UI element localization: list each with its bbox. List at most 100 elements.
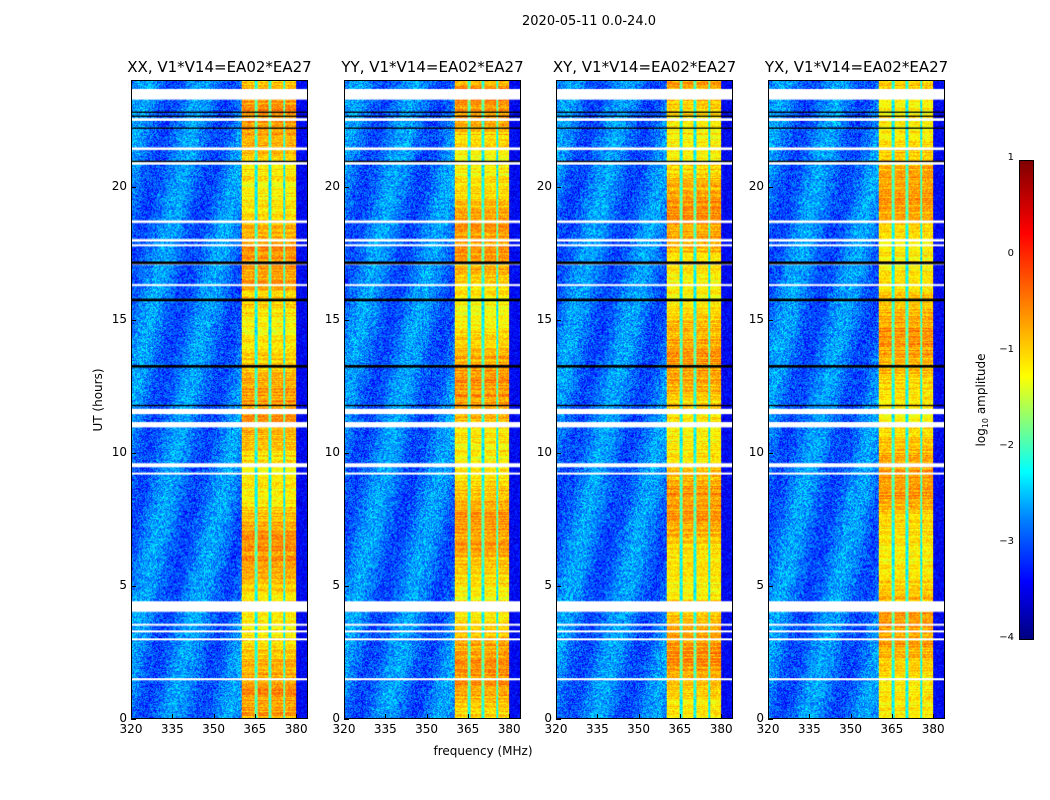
colorbar-label: log10 amplitude bbox=[974, 354, 990, 447]
spectrogram-heatmap bbox=[557, 81, 732, 718]
x-tick bbox=[768, 714, 769, 719]
y-tick bbox=[131, 585, 136, 587]
x-tick-label: 365 bbox=[880, 722, 904, 736]
y-tick bbox=[768, 719, 773, 720]
x-tick bbox=[556, 714, 557, 719]
x-tick bbox=[509, 714, 511, 719]
colorbar-label-sub: 10 bbox=[981, 417, 991, 429]
spectrogram-heatmap bbox=[769, 81, 944, 718]
y-tick-label: 15 bbox=[748, 311, 764, 326]
y-tick-label: 10 bbox=[324, 444, 340, 459]
x-tick bbox=[850, 714, 852, 719]
spectrogram-heatmap bbox=[345, 81, 520, 718]
y-tick bbox=[556, 585, 561, 587]
y-tick bbox=[344, 319, 349, 321]
y-tick bbox=[768, 319, 773, 321]
x-tick-label: 320 bbox=[332, 722, 356, 736]
colorbar-tick-label: −4 bbox=[999, 632, 1014, 643]
y-tick bbox=[344, 585, 349, 587]
colorbar-tick-label: 1 bbox=[1007, 152, 1014, 163]
y-tick bbox=[556, 452, 561, 454]
x-tick-label: 380 bbox=[284, 722, 308, 736]
colorbar-tick-label: 0 bbox=[1007, 248, 1014, 259]
x-tick-label: 365 bbox=[243, 722, 267, 736]
x-tick bbox=[721, 714, 723, 719]
y-tick-label: 15 bbox=[111, 311, 127, 326]
panel-title: XY, V1*V14=EA02*EA27 bbox=[552, 58, 737, 76]
x-tick-label: 335 bbox=[797, 722, 821, 736]
x-tick-label: 365 bbox=[668, 722, 692, 736]
colorbar-tick-label: −3 bbox=[999, 536, 1014, 547]
panel-title: YY, V1*V14=EA02*EA27 bbox=[341, 58, 524, 76]
x-tick bbox=[172, 714, 174, 719]
y-tick bbox=[768, 585, 773, 587]
y-tick-label: 5 bbox=[119, 577, 127, 592]
y-tick bbox=[131, 719, 136, 720]
y-tick bbox=[556, 186, 561, 188]
colorbar-tick-label: −1 bbox=[999, 344, 1014, 355]
x-tick-label: 320 bbox=[119, 722, 143, 736]
y-tick bbox=[131, 452, 136, 454]
y-tick-label: 0 bbox=[119, 711, 127, 725]
spectrogram-heatmap bbox=[132, 81, 307, 718]
y-tick-label: 10 bbox=[536, 444, 552, 459]
x-tick bbox=[296, 714, 298, 719]
panel-title: YX, V1*V14=EA02*EA27 bbox=[764, 58, 949, 76]
y-tick-label: 20 bbox=[536, 178, 552, 193]
y-axis-label: UT (hours) bbox=[91, 368, 105, 432]
x-tick-label: 320 bbox=[544, 722, 568, 736]
y-tick-label: 0 bbox=[544, 711, 552, 725]
y-tick-label: 5 bbox=[544, 577, 552, 592]
y-tick-label: 20 bbox=[324, 178, 340, 193]
x-tick-label: 365 bbox=[456, 722, 480, 736]
x-tick bbox=[891, 714, 893, 719]
y-tick-label: 0 bbox=[756, 711, 764, 725]
x-tick bbox=[597, 714, 599, 719]
x-tick-label: 350 bbox=[415, 722, 439, 736]
x-tick-label: 320 bbox=[756, 722, 780, 736]
x-tick bbox=[809, 714, 811, 719]
x-tick-label: 350 bbox=[839, 722, 863, 736]
x-tick bbox=[426, 714, 428, 719]
y-tick-label: 10 bbox=[748, 444, 764, 459]
y-tick-label: 10 bbox=[111, 444, 127, 459]
y-tick-label: 5 bbox=[332, 577, 340, 592]
x-tick bbox=[254, 714, 256, 719]
x-tick-label: 335 bbox=[585, 722, 609, 736]
spectrogram-panel bbox=[768, 80, 945, 719]
spectrogram-panel bbox=[556, 80, 733, 719]
y-tick bbox=[556, 319, 561, 321]
spectrogram-panel bbox=[131, 80, 308, 719]
x-tick-label: 350 bbox=[627, 722, 651, 736]
x-tick-label: 380 bbox=[709, 722, 733, 736]
y-tick-label: 20 bbox=[111, 178, 127, 193]
x-tick-label: 380 bbox=[921, 722, 945, 736]
panel-title: XX, V1*V14=EA02*EA27 bbox=[127, 58, 312, 76]
y-tick-label: 5 bbox=[756, 577, 764, 592]
colorbar-tick-label: −2 bbox=[999, 440, 1014, 451]
x-tick bbox=[638, 714, 640, 719]
y-tick bbox=[131, 319, 136, 321]
x-tick bbox=[131, 714, 132, 719]
y-tick bbox=[556, 719, 561, 720]
x-tick bbox=[467, 714, 469, 719]
figure-title: 2020-05-11 0.0-24.0 bbox=[522, 14, 656, 29]
x-tick bbox=[344, 714, 345, 719]
x-tick-label: 335 bbox=[160, 722, 184, 736]
y-tick-label: 20 bbox=[748, 178, 764, 193]
y-tick-label: 0 bbox=[332, 711, 340, 725]
x-axis-label: frequency (MHz) bbox=[433, 744, 533, 758]
x-tick-label: 350 bbox=[202, 722, 226, 736]
x-tick-label: 335 bbox=[373, 722, 397, 736]
y-tick bbox=[768, 452, 773, 454]
y-tick bbox=[768, 186, 773, 188]
y-tick bbox=[344, 186, 349, 188]
colorbar-label-rest: amplitude bbox=[973, 353, 988, 418]
x-tick bbox=[213, 714, 215, 719]
spectrogram-panel bbox=[344, 80, 521, 719]
x-tick bbox=[933, 714, 935, 719]
y-tick-label: 15 bbox=[324, 311, 340, 326]
y-tick bbox=[344, 719, 349, 720]
colorbar-label-base: log bbox=[973, 428, 988, 447]
